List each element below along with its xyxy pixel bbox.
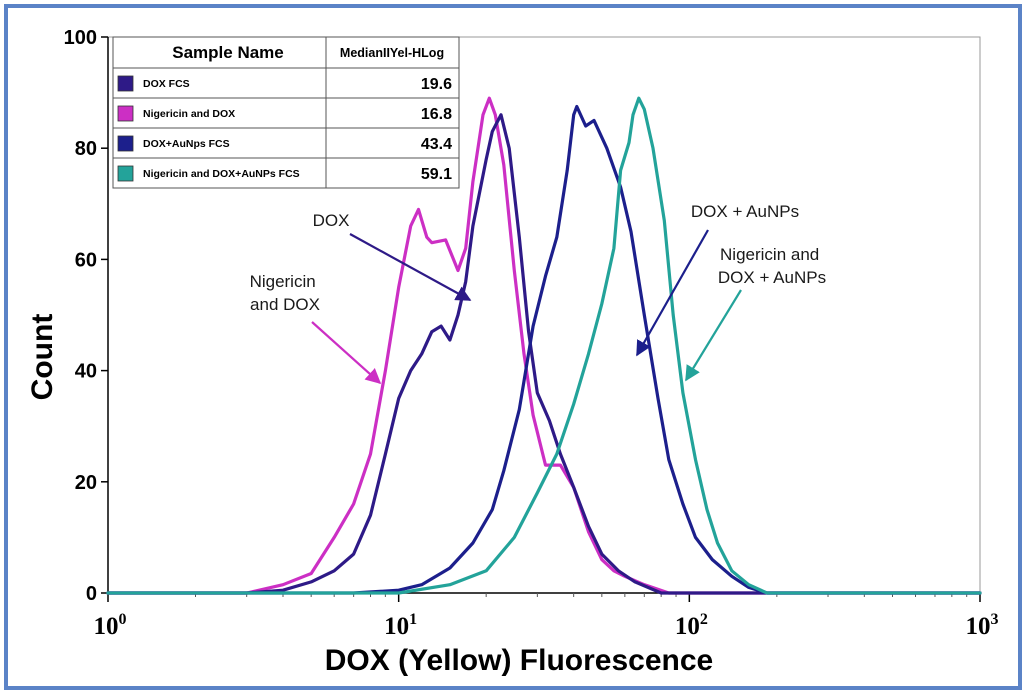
legend-swatch	[117, 135, 134, 152]
x-tick-label: 103	[966, 611, 999, 640]
annotation-nigericin-dox-aunps-arrow	[685, 289, 742, 382]
y-tick-label: 40	[75, 361, 97, 383]
legend-swatch	[117, 105, 134, 122]
series-line-dox-aunps-fcs	[106, 104, 982, 595]
annotation-nigericin-dox-arrow	[311, 321, 382, 385]
series-line-nigericin-and-dox	[106, 96, 982, 595]
y-tick-label: 20	[75, 472, 97, 494]
y-tick-label: 60	[75, 249, 97, 271]
x-tick-label: 102	[675, 611, 708, 640]
legend-median-value: 43.4	[421, 136, 452, 153]
annotation-dox-aunps: DOX + AuNPs	[691, 202, 799, 221]
legend-median-value: 16.8	[421, 106, 452, 123]
y-tick-label: 80	[75, 138, 97, 160]
legend-header-name: Sample Name	[172, 43, 284, 62]
legend-header-value: MedianIIYel-HLog	[340, 46, 444, 60]
legend-table: Sample Name MedianIIYel-HLog DOX FCS 19.6…	[112, 36, 460, 189]
series-line-nigericin-and-dox-aunps-fcs	[106, 96, 982, 595]
legend-sample-name: Nigericin and DOX+AuNPs FCS	[143, 168, 300, 180]
y-axis-title: Count	[26, 314, 59, 401]
annotation-nigericin-dox-aunps: Nigericin and DOX + AuNPs	[718, 245, 826, 287]
annotation-dox-aunps-arrow	[636, 229, 709, 357]
x-axis-title: DOX (Yellow) Fluorescence	[325, 644, 713, 677]
y-tick-label: 100	[64, 27, 97, 49]
x-tick-label: 100	[94, 611, 127, 640]
legend-background	[112, 36, 460, 189]
legend-median-value: 19.6	[421, 76, 452, 93]
legend-sample-name: DOX+AuNps FCS	[143, 138, 230, 150]
annotation-nigericin-dox: Nigericin and DOX	[250, 272, 321, 314]
legend-sample-name: Nigericin and DOX	[143, 108, 235, 120]
y-tick-label: 0	[86, 583, 97, 605]
annotation-dox: DOX	[313, 211, 350, 230]
legend-sample-name: DOX FCS	[143, 78, 190, 90]
annotation-dox-arrow	[349, 233, 472, 301]
legend-swatch	[117, 75, 134, 92]
legend-median-value: 59.1	[421, 166, 452, 183]
legend-swatch	[117, 165, 134, 182]
series-line-dox-fcs	[106, 113, 982, 595]
x-tick-label: 101	[384, 611, 417, 640]
